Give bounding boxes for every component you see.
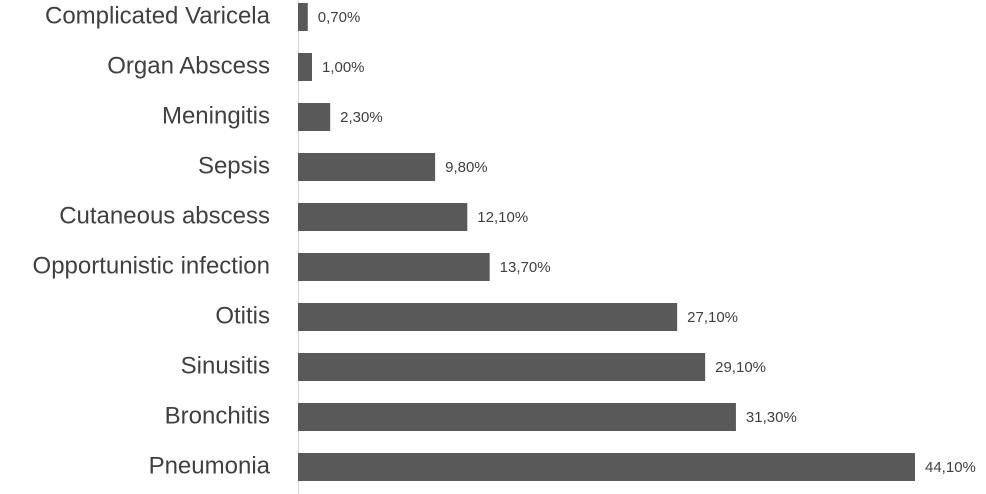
category-label: Sepsis	[198, 152, 270, 179]
bar	[298, 403, 736, 431]
value-label: 0,70%	[318, 9, 361, 26]
value-label: 27,10%	[687, 309, 738, 326]
value-label: 12,10%	[477, 209, 528, 226]
bar	[298, 153, 436, 181]
category-label: Pneumonia	[149, 452, 271, 479]
category-label: Meningitis	[162, 102, 270, 129]
bar	[298, 3, 308, 31]
value-label: 9,80%	[445, 159, 488, 176]
bar	[298, 203, 468, 231]
value-label: 31,30%	[746, 409, 797, 426]
category-label: Cutaneous abscess	[59, 202, 270, 229]
bar	[298, 303, 678, 331]
bar	[298, 453, 915, 481]
value-label: 13,70%	[500, 259, 551, 276]
value-label: 1,00%	[322, 59, 365, 76]
value-label: 2,30%	[340, 109, 383, 126]
bar	[298, 253, 490, 281]
value-label: 29,10%	[715, 359, 766, 376]
bar	[298, 353, 706, 381]
value-label: 44,10%	[925, 459, 976, 476]
category-label: Organ Abscess	[107, 52, 270, 79]
category-label: Sinusitis	[181, 352, 270, 379]
category-label: Bronchitis	[165, 402, 270, 429]
category-label: Otitis	[215, 302, 270, 329]
category-label: Complicated Varicela	[45, 2, 271, 29]
bar	[298, 53, 312, 81]
bar	[298, 103, 331, 131]
category-label: Opportunistic infection	[33, 252, 270, 279]
